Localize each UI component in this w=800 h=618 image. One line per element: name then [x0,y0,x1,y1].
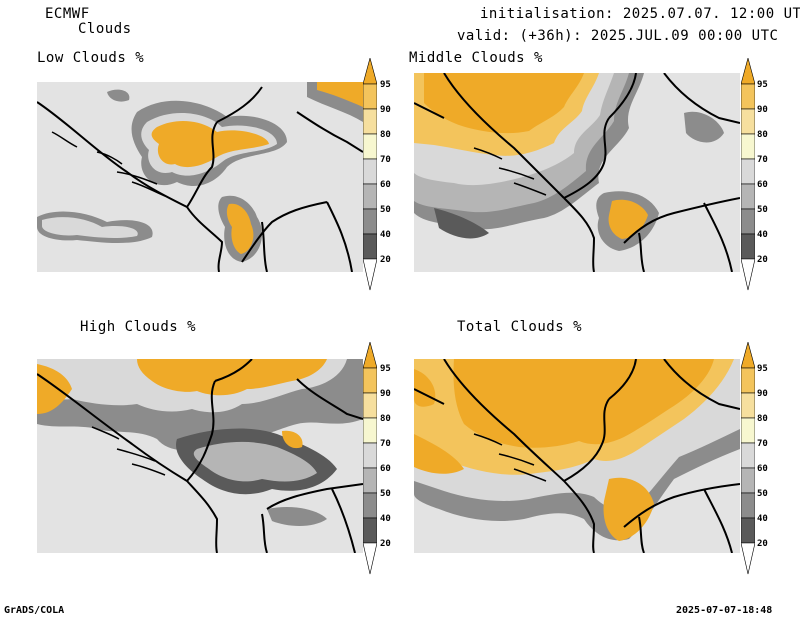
colorbar-low-tick: 80 [380,130,391,140]
panel-title-high: High Clouds % [80,319,197,335]
colorbar-high-tick: 20 [380,539,391,549]
colorbar-middle-tick: 60 [757,180,768,190]
colorbar-middle-tick: 90 [757,105,768,115]
cloud-field-high [37,359,363,526]
country-borders-low [37,86,363,272]
colorbar-low-tick: 50 [380,205,391,215]
colorbar-middle-tick: 70 [757,155,768,165]
colorbar-low-tick: 70 [380,155,391,165]
islands-total [473,433,547,482]
islands-middle [473,147,547,196]
colorbar-high-tick: 95 [380,364,391,374]
colorbar-high-tick: 60 [380,464,391,474]
colorbar-high-tick: 90 [380,389,391,399]
footer-timestamp: 2025-07-07-18:48 [676,605,773,616]
colorbar-total-tick: 70 [757,439,768,449]
panel-title-low: Low Clouds % [37,50,145,66]
colorbar-middle-tick: 20 [757,255,768,265]
cloud-field-low [37,82,363,262]
country-borders-high [37,359,363,553]
colorbar-middle-scale [740,56,756,291]
colorbar-middle-tick: 95 [757,80,768,90]
colorbar-low-tick: 40 [380,230,391,240]
colorbar-low-tick: 95 [380,80,391,90]
colorbar-middle [740,56,756,296]
colorbar-low-tick: 90 [380,105,391,115]
colorbar-total-tick: 20 [757,539,768,549]
panel-title-middle: Middle Clouds % [409,50,543,66]
colorbar-total-tick: 95 [757,364,768,374]
colorbar-middle-tick: 80 [757,130,768,140]
cloud-field-total [414,359,740,541]
colorbar-total-tick: 50 [757,489,768,499]
islands-high [91,426,166,476]
colorbar-low [362,56,378,296]
cloud-field-middle [414,73,724,251]
colorbar-high-tick: 80 [380,414,391,424]
country-borders-middle [414,73,740,272]
map-panel-high [37,359,363,553]
colorbar-low-scale [362,56,378,291]
colorbar-total-tick: 40 [757,514,768,524]
colorbar-high-tick: 50 [380,489,391,499]
colorbar-total-scale [740,340,756,575]
colorbar-high-tick: 40 [380,514,391,524]
colorbar-total-tick: 90 [757,389,768,399]
islands-low [51,131,166,197]
colorbar-total-tick: 60 [757,464,768,474]
colorbar-high-tick: 70 [380,439,391,449]
init-time: initialisation: 2025.07.07. 12:00 UTC [480,6,800,22]
product-name: Clouds [78,21,132,37]
model-name: ECMWF [45,6,90,22]
country-borders-total [414,359,740,553]
panel-title-total: Total Clouds % [457,319,583,335]
valid-time: valid: (+36h): 2025.JUL.09 00:00 UTC [457,28,779,44]
colorbar-middle-tick: 40 [757,230,768,240]
colorbar-total [740,340,756,580]
footer-software: GrADS/COLA [4,605,65,616]
colorbar-low-tick: 20 [380,255,391,265]
colorbar-total-tick: 80 [757,414,768,424]
map-panel-total [414,359,740,553]
colorbar-middle-tick: 50 [757,205,768,215]
colorbar-high [362,340,378,580]
colorbar-low-tick: 60 [380,180,391,190]
colorbar-high-scale [362,340,378,575]
map-panel-low [37,82,363,272]
map-panel-middle [414,73,740,272]
